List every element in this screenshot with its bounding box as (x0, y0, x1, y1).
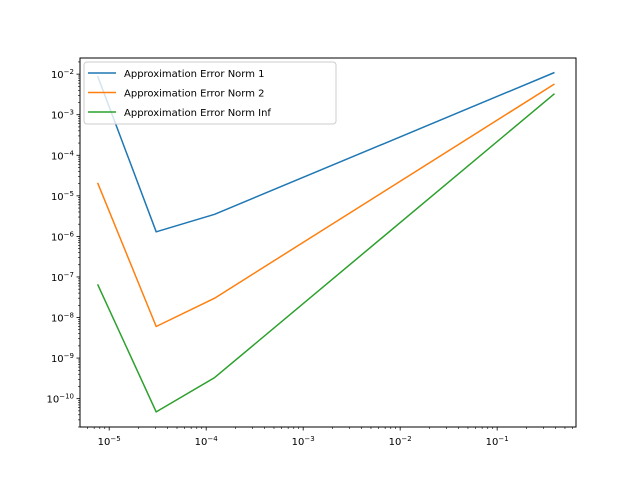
y-tick-label: 10−3 (51, 109, 74, 122)
y-tick-label-exponent: −7 (64, 271, 74, 279)
legend: Approximation Error Norm 1 Approximation … (83, 61, 337, 125)
x-axis: 10−5 10−4 10−3 10−2 10−1 (87, 427, 573, 448)
y-tick-label: 10−2 (51, 68, 74, 81)
y-tick-label: 10−9 (51, 352, 74, 365)
y-tick-label: 10−6 (51, 230, 75, 243)
x-tick-label: 10−5 (98, 435, 121, 448)
y-tick-label-base: 10 (51, 111, 64, 122)
x-tick-label-base: 10 (292, 437, 305, 448)
series-layer (96, 71, 555, 413)
series-line-3 (96, 93, 555, 413)
x-tick-label-exponent: −1 (498, 435, 508, 443)
x-tick-label: 10−1 (486, 435, 509, 448)
y-axis: 10−210−310−410−510−610−710−810−910−10 (46, 61, 80, 428)
x-tick-label-exponent: −4 (207, 435, 218, 443)
x-tick-label-base: 10 (486, 437, 499, 448)
legend-label-3: Approximation Error Norm Inf (124, 108, 271, 119)
legend-label-1: Approximation Error Norm 1 (124, 69, 265, 80)
y-tick-label: 10−10 (46, 393, 74, 406)
y-tick-label-base: 10 (51, 70, 64, 81)
y-tick-label-base: 10 (51, 354, 64, 365)
series-line-1 (96, 71, 555, 233)
y-tick-label-exponent: −4 (64, 149, 75, 157)
y-tick-label: 10−8 (51, 312, 74, 325)
y-tick-label: 10−5 (51, 190, 74, 203)
x-tick-label-exponent: −5 (110, 435, 120, 443)
legend-box (83, 61, 337, 125)
y-tick-label-base: 10 (51, 314, 64, 325)
x-tick-label-base: 10 (98, 437, 111, 448)
x-tick-label: 10−4 (195, 435, 219, 448)
x-tick-label-exponent: −2 (401, 435, 411, 443)
legend-label-2: Approximation Error Norm 2 (124, 89, 265, 100)
x-tick-label-exponent: −3 (304, 435, 314, 443)
x-tick-label: 10−3 (292, 435, 315, 448)
y-tick-label-exponent: −2 (64, 68, 74, 76)
x-tick-label: 10−2 (389, 435, 412, 448)
y-tick-label-exponent: −9 (64, 352, 74, 360)
y-tick-label-base: 10 (46, 395, 59, 406)
series-line-2 (96, 83, 555, 328)
x-tick-label-base: 10 (389, 437, 402, 448)
y-tick-label-base: 10 (51, 232, 64, 243)
y-tick-label-base: 10 (51, 192, 64, 203)
y-tick-label-exponent: −5 (64, 190, 74, 198)
y-tick-label: 10−7 (51, 271, 74, 284)
y-tick-label-base: 10 (51, 151, 64, 162)
y-tick-label-exponent: −3 (64, 109, 74, 117)
x-tick-label-base: 10 (195, 437, 208, 448)
y-tick-label-exponent: −10 (59, 393, 74, 401)
y-tick-label-base: 10 (51, 273, 64, 284)
y-tick-label-exponent: −8 (64, 312, 74, 320)
y-tick-label: 10−4 (51, 149, 75, 162)
y-tick-label-exponent: −6 (64, 230, 75, 238)
